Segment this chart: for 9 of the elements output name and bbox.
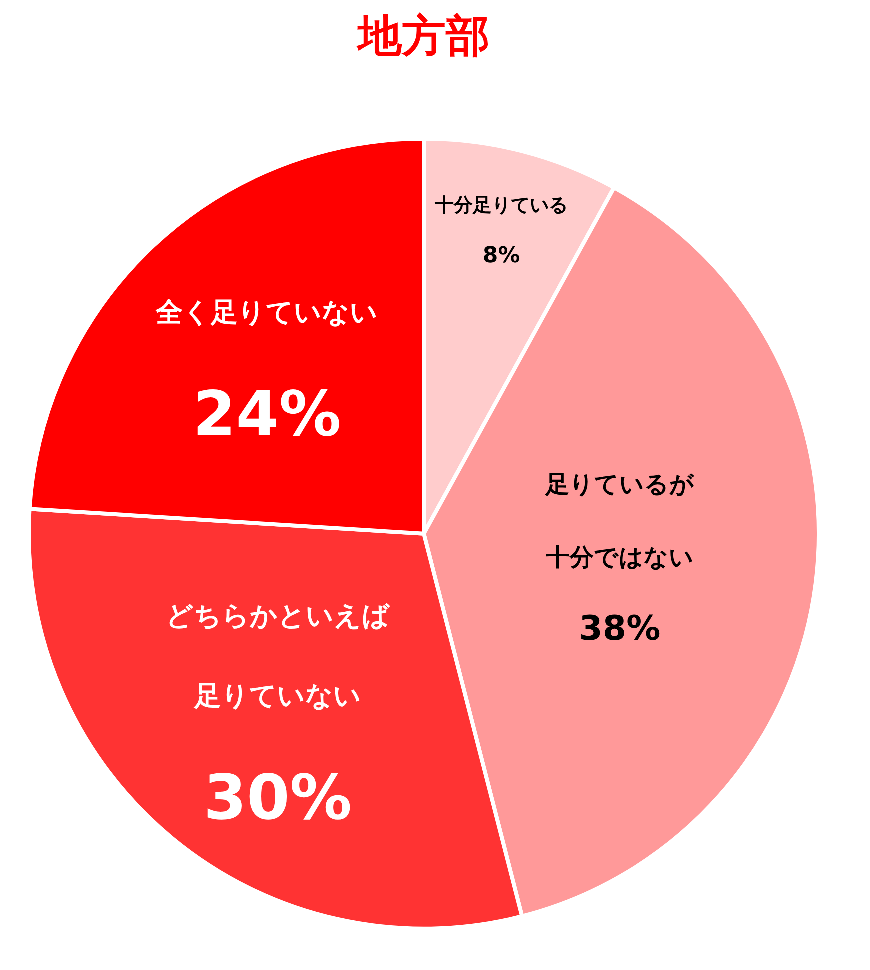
slice-label: 全く足りていない <box>155 297 378 328</box>
chart-title: 地方部 <box>356 10 490 62</box>
data-label: 24% <box>192 378 342 451</box>
slice-label: 十分足りている <box>434 194 568 217</box>
data-label: 8% <box>482 243 520 268</box>
data-label: 30% <box>204 761 352 834</box>
category-label: 足りているが十分ではない <box>545 470 694 572</box>
data-label: 38% <box>579 608 661 649</box>
category-label: どちらかといえば足りていない <box>166 600 390 712</box>
